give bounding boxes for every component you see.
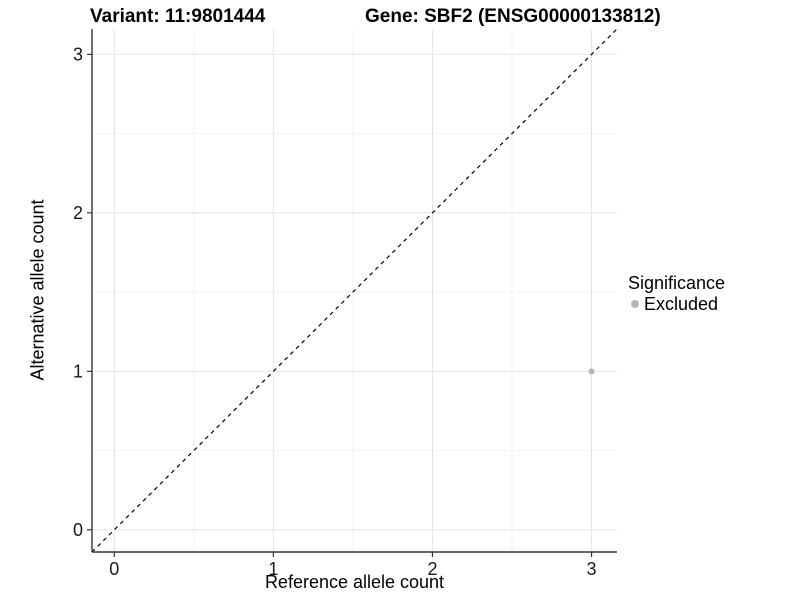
y-tick-label: 3 (73, 44, 83, 64)
legend-point-icon (631, 300, 639, 308)
x-tick-label: 3 (587, 559, 597, 579)
x-tick-label: 0 (109, 559, 119, 579)
x-tick-label: 1 (268, 559, 278, 579)
plot-title-variant: Variant: 11:9801444 (90, 6, 266, 27)
legend-entry-excluded: Excluded (628, 294, 725, 314)
legend-entry-label: Excluded (644, 294, 719, 314)
y-tick-label: 0 (73, 520, 83, 540)
plot-title-gene: Gene: SBF2 (ENSG00000133812) (365, 6, 661, 27)
x-tick-label: 2 (427, 559, 437, 579)
identity-dashed-line (91, 28, 618, 553)
y-axis-title: Alternative allele count (27, 199, 48, 381)
x-axis-title: Reference allele count (264, 572, 445, 592)
legend: Significance Excluded (628, 272, 725, 314)
data-point (588, 368, 595, 375)
legend-title: Significance (628, 273, 726, 293)
y-tick-label: 2 (73, 203, 83, 223)
y-tick-label: 1 (73, 361, 83, 381)
